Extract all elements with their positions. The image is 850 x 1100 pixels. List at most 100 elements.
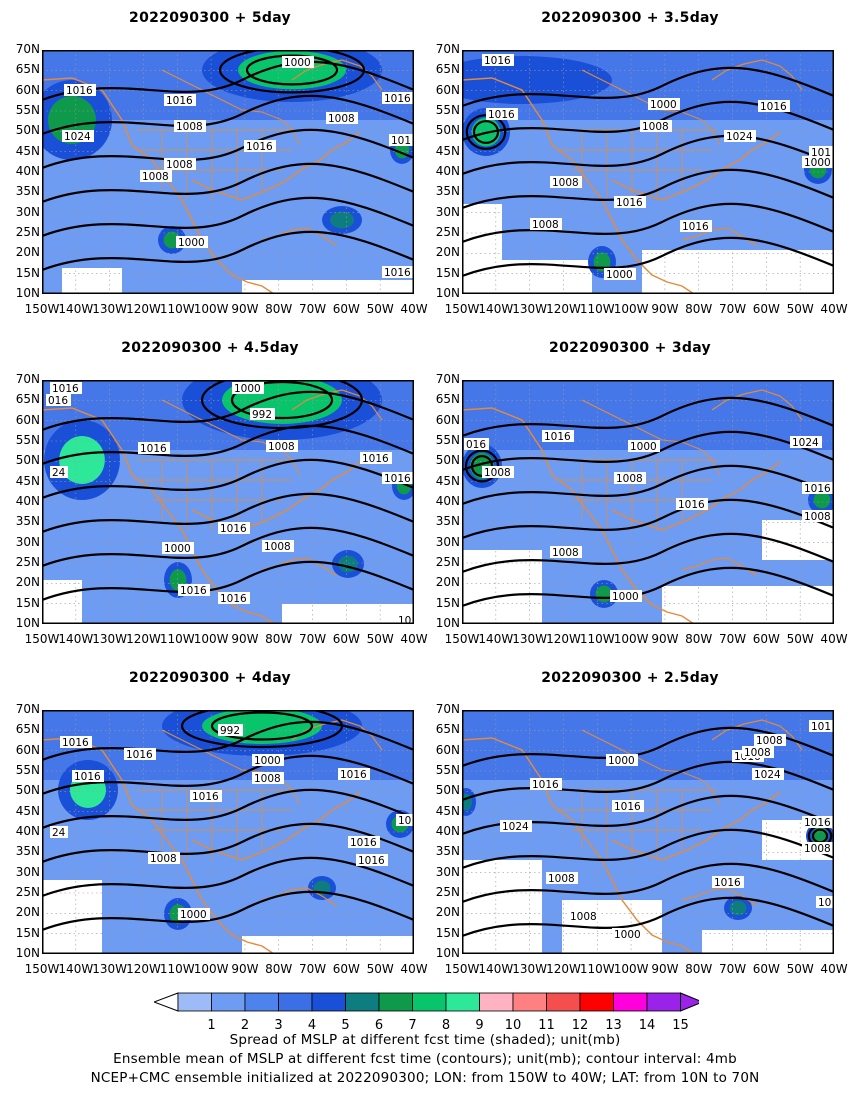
colorbar-swatch [378,992,413,1012]
lat-label: 60N [15,412,40,427]
lat-label: 55N [435,103,460,117]
contour-label: 1008 [252,772,284,785]
contour-label: 1016 [244,140,276,153]
contour-label: 1016 [614,196,646,209]
lon-label: 90W [651,302,679,316]
spread-blob-core [468,65,576,95]
lon-label: 120W [546,632,581,646]
colorbar-swatch [613,992,648,1012]
contour-label: 992 [250,408,275,421]
lat-label: 70N [435,702,460,716]
contour-label: 1008 [262,540,294,553]
lon-label: 50W [366,962,394,976]
lon-label: 150W [24,632,60,646]
lat-label: 15N [435,595,460,610]
panel-4-5day: 2022090300 + 4.5day 1016 016 1000 992 1016 10… [0,340,428,660]
lat-label: 45N [15,803,40,818]
lon-label: 60W [752,962,780,976]
map-plot: 1000 1016 1016 1016 1024 1008 1008 1016 1008 1008… [42,50,414,294]
colorbar-swatch [646,992,681,1012]
spread-blob-core [595,585,613,603]
lat-label: 45N [435,143,460,158]
contour-label-text: 1024 [792,437,819,449]
panel-title: 2022090300 + 3.5day [541,10,719,26]
contour-label-text: 1016 [220,523,247,535]
contour-label: 1008 [802,842,834,855]
contour-label: 1000 [606,754,638,767]
lon-label: 110W [159,302,195,316]
low-spread-area [42,580,82,624]
contour-label: 016 [464,438,489,451]
lat-label: 30N [15,534,40,549]
lat-label: 20N [15,575,40,590]
lon-label: 130W [512,632,548,646]
contour-label-text: 992 [252,409,272,421]
spread-blob-core [330,211,354,229]
contour-label-text: 016 [48,395,68,407]
colorbar-swatch [412,992,447,1012]
contour-label-text: 1008 [532,219,559,231]
lat-label: 60N [435,82,460,97]
colorbar-tick-label: 12 [571,1018,589,1033]
contour-label-text: 1016 [362,453,389,465]
contour-label-text: 1000 [180,909,207,921]
contour-label-text: 1016 [62,737,89,749]
contour-label-text: 1016 [246,141,273,153]
contour-label: 1016 [680,220,712,233]
lat-label: 50N [15,123,40,138]
lat-label: 50N [435,783,460,798]
contour-label: 1008 [266,440,298,453]
contour-label-text: 1016 [192,791,219,803]
lat-label: 35N [15,184,40,199]
lat-label: 15N [15,265,40,280]
lat-label: 45N [15,473,40,488]
lon-label: 100W [613,632,649,646]
contour-label: 24 [50,826,68,839]
lat-label: 25N [15,555,40,569]
contour-label-text: 1024 [726,131,753,143]
lat-label: 65N [435,722,460,737]
contour-label: 1008 [550,546,582,559]
lat-label: 10N [15,286,40,300]
spread-blob-core [729,900,747,916]
lon-label: 100W [193,962,229,976]
contour-label-text: 1016 [166,95,193,107]
contour-label-text: 1008 [264,541,291,553]
lon-label: 120W [546,302,581,316]
contour-label-text: 1016 [678,499,705,511]
map-plot: 1016 1000 1024 016 1008 1008 1016 1016 1008 1008 1… [462,380,834,624]
lon-label: 130W [512,302,548,316]
low-spread-area [662,586,834,624]
lat-label: 40N [15,824,40,838]
colorbar-left-arrow [154,992,179,1012]
lon-label: 140W [58,962,94,976]
lon-label: 40W [820,962,848,976]
lat-label: 50N [435,453,460,468]
spread-blob-core [59,436,105,484]
contour-label: 1000 [802,156,834,169]
contour-label: 1024 [752,768,784,781]
contour-label-text: 1008 [552,177,579,189]
colorbar-swatch [345,992,380,1012]
caption-line-2: Ensemble mean of MSLP at different fcst … [113,1051,737,1067]
lat-label: 55N [435,763,460,777]
contour-label-text: 016 [466,439,486,451]
lat-label: 35N [435,514,460,529]
low-spread-area [462,860,542,954]
contour-label-text: 10 [398,815,411,827]
colorbar-tick-label: 7 [408,1018,417,1033]
contour-label: 10 [396,814,414,827]
contour-label-text: 1024 [502,821,529,833]
contour-label-text: 1016 [544,431,571,443]
contour-label-text: 1016 [616,197,643,209]
colorbar-tick-label: 3 [274,1018,283,1033]
contour-label-text: 1000 [608,755,635,767]
contour-label-text: 1000 [630,441,657,453]
lat-label: 65N [435,392,460,407]
colorbar-swatch [278,992,313,1012]
lat-label: 20N [15,245,40,260]
lon-label: 100W [193,302,229,316]
lat-label: 40N [15,164,40,178]
lon-label: 110W [579,962,615,976]
